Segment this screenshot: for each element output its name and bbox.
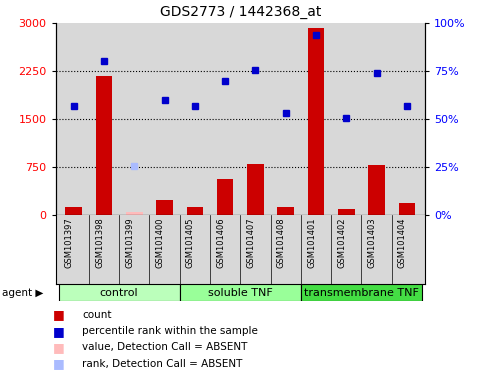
Text: transmembrane TNF: transmembrane TNF [304,288,419,298]
Text: ■: ■ [53,357,65,370]
Text: ■: ■ [53,324,65,338]
Text: GSM101408: GSM101408 [277,217,286,268]
Bar [308,28,325,215]
Text: GSM101405: GSM101405 [186,217,195,268]
Text: value, Detection Call = ABSENT: value, Detection Call = ABSENT [82,342,247,352]
Bar [277,207,294,215]
Bar [186,207,203,215]
Text: ■: ■ [53,308,65,321]
Bar [180,284,301,301]
Text: agent ▶: agent ▶ [2,288,44,298]
Text: GSM101399: GSM101399 [125,217,134,268]
Text: percentile rank within the sample: percentile rank within the sample [82,326,258,336]
Bar [368,165,385,215]
Text: GSM101398: GSM101398 [95,217,104,268]
Bar [338,209,355,215]
Bar [156,200,173,215]
Text: soluble TNF: soluble TNF [208,288,273,298]
Title: GDS2773 / 1442368_at: GDS2773 / 1442368_at [159,5,321,19]
Text: GSM101404: GSM101404 [398,217,407,268]
Text: ■: ■ [53,341,65,354]
Bar [217,179,233,215]
Bar [96,76,113,215]
Text: GSM101403: GSM101403 [368,217,377,268]
Text: GSM101401: GSM101401 [307,217,316,268]
Bar [65,207,82,215]
Bar [126,212,142,215]
Text: GSM101406: GSM101406 [216,217,225,268]
Bar [58,284,180,301]
Bar [301,284,422,301]
Text: GSM101407: GSM101407 [246,217,256,268]
Text: GSM101397: GSM101397 [65,217,74,268]
Text: GSM101402: GSM101402 [337,217,346,268]
Text: count: count [82,310,112,320]
Text: control: control [100,288,139,298]
Bar [398,203,415,215]
Bar [247,164,264,215]
Text: GSM101400: GSM101400 [156,217,165,268]
Text: rank, Detection Call = ABSENT: rank, Detection Call = ABSENT [82,359,242,369]
